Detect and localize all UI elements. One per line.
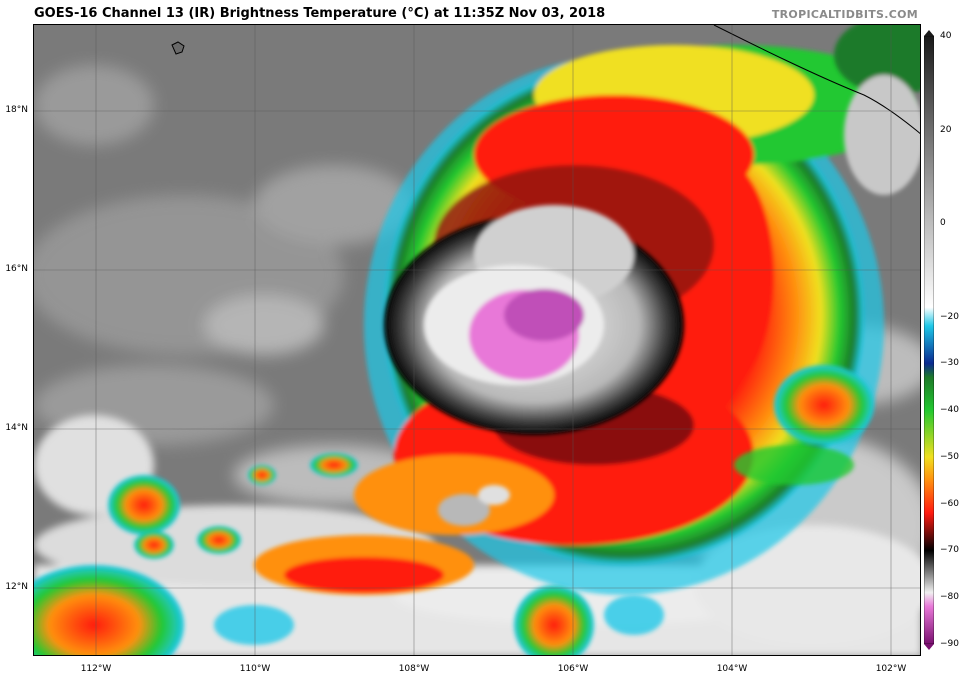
colorbar-tick-label: 20	[940, 124, 952, 135]
lon-label-106w: 106°W	[557, 664, 589, 674]
colorbar-tick-label: −50	[940, 451, 959, 462]
colorbar-tick-label: 40	[940, 31, 952, 41]
lat-label-18n: 18°N	[5, 105, 28, 115]
lon-label-110w: 110°W	[239, 664, 271, 674]
colorbar-max-arrow	[924, 30, 934, 36]
map-title: GOES-16 Channel 13 (IR) Brightness Tempe…	[34, 6, 606, 21]
lon-label-102w: 102°W	[875, 664, 907, 674]
colorbar-gradient	[924, 30, 934, 650]
colorbar-tick-label: −70	[940, 545, 959, 556]
gridlines	[34, 25, 920, 655]
lon-label-108w: 108°W	[398, 664, 430, 674]
lon-label-112w: 112°W	[80, 664, 112, 674]
colorbar-tick-label: −60	[940, 498, 959, 509]
lat-label-14n: 14°N	[5, 423, 28, 433]
credit-watermark: TROPICALTIDBITS.COM	[771, 8, 918, 21]
lat-label-12n: 12°N	[5, 582, 28, 592]
colorbar-tick-label: −40	[940, 405, 959, 416]
colorbar-tick-label: −20	[940, 311, 959, 322]
satellite-imagery	[34, 25, 920, 655]
colorbar-tick-label: −90	[940, 639, 959, 649]
colorbar-min-arrow	[924, 644, 934, 650]
satellite-map[interactable]	[33, 24, 921, 656]
lon-label-104w: 104°W	[716, 664, 748, 674]
colorbar-tick-label: 0	[940, 218, 946, 229]
colorbar	[924, 30, 934, 650]
colorbar-tick-label: −30	[940, 358, 959, 369]
lat-label-16n: 16°N	[5, 264, 28, 274]
colorbar-tick-label: −80	[940, 592, 959, 603]
